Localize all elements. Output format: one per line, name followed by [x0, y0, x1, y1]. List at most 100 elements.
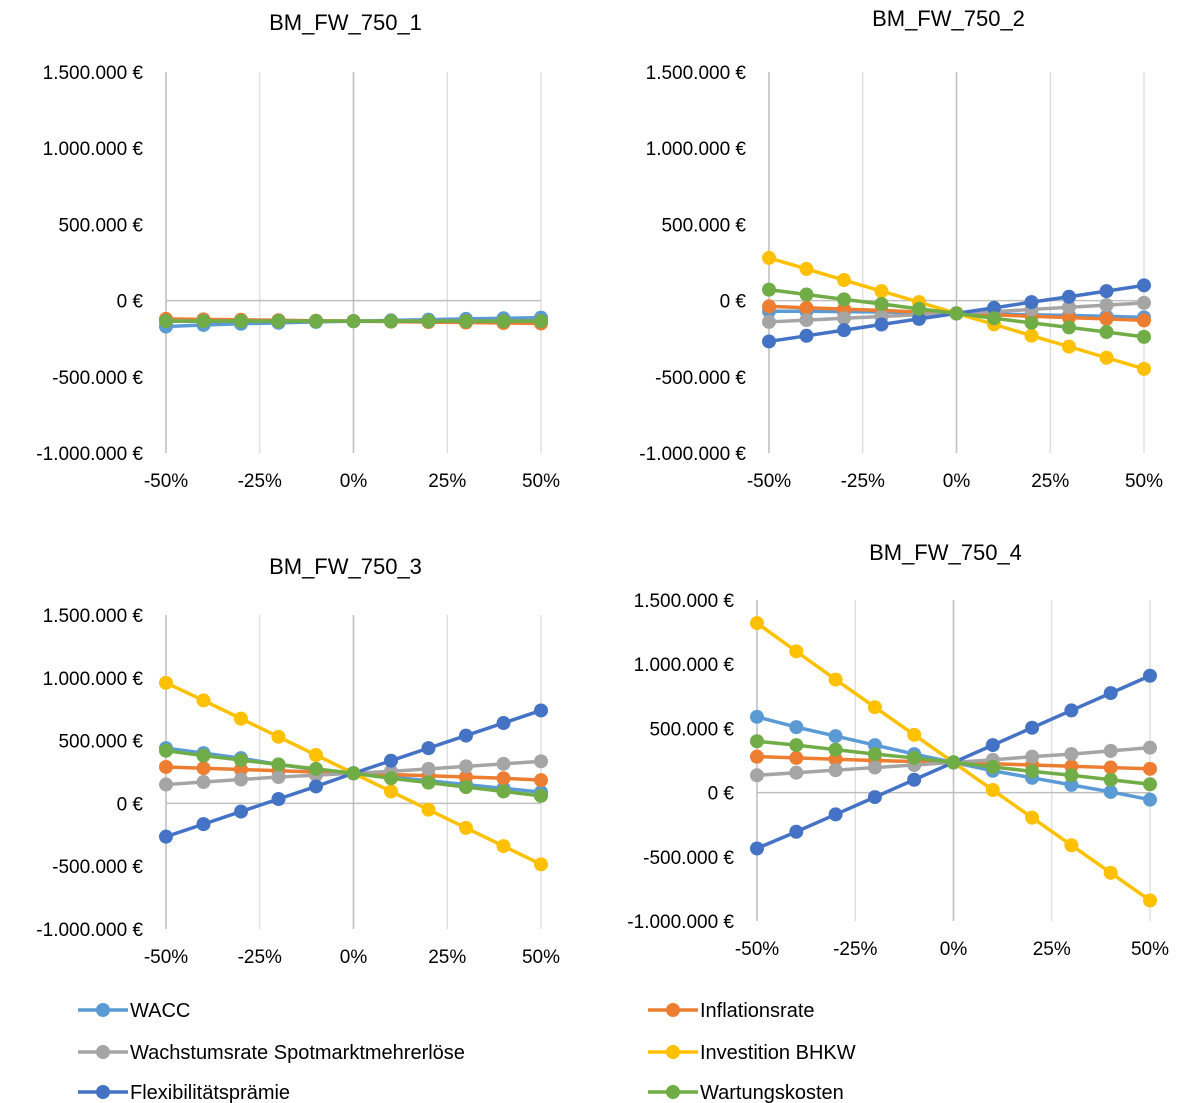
data-point — [828, 742, 843, 757]
data-point — [234, 804, 248, 819]
data-point — [1143, 777, 1157, 792]
data-point — [789, 765, 804, 780]
y-tick-label: 1.000.000 € — [43, 139, 144, 160]
data-point — [789, 750, 804, 765]
data-point — [309, 761, 323, 776]
data-point — [1137, 361, 1151, 376]
data-point — [750, 768, 764, 783]
y-tick-label: 1.500.000 € — [43, 606, 144, 627]
data-point — [271, 792, 286, 807]
y-tick-label: 1.500.000 € — [646, 63, 747, 84]
x-tick-label: 25% — [428, 471, 466, 492]
data-point — [867, 700, 882, 715]
data-point — [987, 311, 1001, 326]
data-point — [912, 311, 926, 326]
data-point — [271, 729, 286, 744]
legend-item-flexibilitatspramie: Flexibilitätsprämie — [78, 1082, 290, 1103]
data-point — [799, 261, 814, 276]
data-point — [1137, 295, 1151, 310]
data-point — [907, 727, 922, 742]
data-point — [1103, 772, 1118, 787]
data-point — [459, 770, 473, 785]
data-point — [750, 749, 764, 764]
y-tick-label: -500.000 € — [52, 857, 143, 878]
series-wartungskosten — [762, 282, 1151, 344]
data-point — [346, 314, 361, 329]
y-tick-label: 500.000 € — [649, 719, 734, 740]
data-point — [1062, 300, 1076, 315]
legend-label: WACC — [130, 1000, 190, 1022]
data-point — [196, 314, 211, 329]
data-point — [750, 709, 764, 724]
data-point — [750, 616, 764, 631]
x-tick-label: -50% — [747, 471, 791, 492]
legend-item-wachstumsrate-spotmarktmehrerlose: Wachstumsrate Spotmarktmehrerlöse — [78, 1042, 465, 1064]
data-point — [874, 317, 889, 332]
data-point — [534, 703, 548, 718]
data-point — [1064, 768, 1079, 783]
data-point — [421, 314, 436, 329]
x-tick-label: 0% — [340, 947, 368, 968]
data-point — [874, 296, 889, 311]
legend-label: Inflationsrate — [700, 1000, 815, 1022]
x-tick-label: 50% — [522, 947, 560, 968]
chart-panel-4: BM_FW_750_4 -1.000.000 € -500.000 € 0 € 500.… — [627, 540, 1169, 960]
legend-marker — [96, 1085, 110, 1099]
data-point — [750, 734, 764, 749]
data-point — [1103, 784, 1118, 799]
chart-panel-2: BM_FW_750_2 -1.000.000 € -500.000 € 0 € 500.… — [639, 6, 1163, 492]
data-point — [1064, 838, 1079, 853]
x-tick-label: 0% — [340, 471, 368, 492]
data-point — [762, 334, 776, 349]
data-point — [828, 672, 843, 687]
data-point — [271, 770, 286, 785]
y-tick-label: 0 € — [708, 784, 735, 805]
legend-label: Wartungskosten — [700, 1082, 844, 1103]
data-point — [1103, 760, 1118, 775]
y-tick-label: 1.500.000 € — [634, 591, 735, 612]
data-point — [750, 841, 764, 856]
data-point — [159, 314, 173, 329]
data-point — [762, 250, 776, 265]
data-point — [384, 771, 398, 786]
data-point — [1137, 278, 1151, 293]
data-point — [789, 824, 804, 839]
y-tick-label: -500.000 € — [52, 368, 143, 389]
y-tick-label: 0 € — [117, 794, 144, 815]
x-tick-label: 50% — [522, 471, 560, 492]
y-tick-label: 0 € — [117, 292, 144, 313]
data-point — [762, 282, 776, 297]
data-point — [907, 750, 922, 765]
legend-item-wartungskosten: Wartungskosten — [648, 1082, 844, 1103]
legend-marker — [96, 1045, 110, 1059]
y-tick-label: 500.000 € — [58, 732, 143, 753]
data-point — [534, 314, 548, 329]
data-point — [762, 314, 776, 329]
data-point — [867, 747, 882, 762]
data-point — [271, 314, 286, 329]
x-tick-label: -25% — [841, 471, 885, 492]
x-tick-label: 50% — [1131, 939, 1169, 960]
data-point — [1024, 315, 1039, 330]
x-tick-label: -50% — [735, 939, 779, 960]
series-wartungskosten — [159, 743, 548, 803]
data-point — [196, 748, 211, 763]
data-point — [1143, 792, 1157, 807]
data-point — [1099, 284, 1114, 299]
data-point — [1024, 328, 1039, 343]
data-point — [384, 314, 398, 329]
data-point — [459, 820, 473, 835]
series-wartungskosten — [750, 734, 1157, 792]
data-point — [159, 759, 173, 774]
data-point — [789, 720, 804, 735]
data-point — [1103, 743, 1118, 758]
data-point — [534, 773, 548, 788]
data-point — [496, 756, 511, 771]
data-point — [234, 753, 248, 768]
x-tick-label: 50% — [1125, 471, 1163, 492]
data-point — [309, 779, 323, 794]
chart-title: BM_FW_750_3 — [269, 554, 422, 579]
chart-title: BM_FW_750_4 — [869, 540, 1022, 565]
data-point — [1099, 324, 1114, 339]
y-tick-label: -500.000 € — [643, 848, 734, 869]
